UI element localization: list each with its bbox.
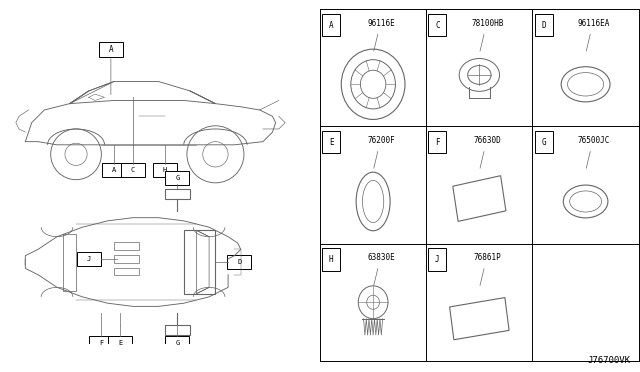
Text: J: J [435,255,440,264]
Text: F: F [435,138,440,147]
Text: 76630D: 76630D [474,136,502,145]
Text: 76500JC: 76500JC [578,136,611,145]
Text: G: G [541,138,546,147]
FancyBboxPatch shape [165,336,189,350]
Bar [114,268,140,275]
FancyBboxPatch shape [534,14,553,36]
Bar [164,189,190,199]
FancyBboxPatch shape [165,171,189,185]
Text: G: G [175,340,180,346]
FancyBboxPatch shape [77,251,100,266]
Text: 96116E: 96116E [368,19,396,28]
FancyBboxPatch shape [428,248,447,270]
FancyBboxPatch shape [322,14,340,36]
Text: E: E [118,340,122,346]
Text: 63830E: 63830E [368,253,396,262]
Text: E: E [329,138,333,147]
Text: 76200F: 76200F [368,136,396,145]
Text: D: D [541,20,546,30]
Text: 96116EA: 96116EA [578,19,611,28]
Text: H: H [329,255,333,264]
Bar [184,230,216,294]
Text: A: A [109,45,113,54]
FancyBboxPatch shape [428,131,447,153]
Bar [164,326,190,335]
Text: A: A [329,20,333,30]
Text: H: H [163,167,167,173]
Text: D: D [237,259,241,265]
FancyBboxPatch shape [153,163,177,177]
Text: G: G [175,175,180,181]
Text: J76700VK: J76700VK [588,356,630,365]
Text: J: J [86,256,91,262]
Bar [114,255,140,263]
FancyBboxPatch shape [99,42,123,57]
FancyBboxPatch shape [428,14,447,36]
FancyBboxPatch shape [322,131,340,153]
Text: F: F [99,340,104,346]
Text: C: C [435,20,440,30]
FancyBboxPatch shape [108,336,132,350]
Bar [114,243,140,250]
Text: C: C [131,167,135,173]
FancyBboxPatch shape [322,248,340,270]
Text: A: A [112,167,116,173]
FancyBboxPatch shape [102,163,126,177]
FancyBboxPatch shape [534,131,553,153]
Text: 76861P: 76861P [474,253,502,262]
Text: 78100HB: 78100HB [472,19,504,28]
FancyBboxPatch shape [227,255,252,269]
FancyBboxPatch shape [90,336,113,350]
FancyBboxPatch shape [121,163,145,177]
